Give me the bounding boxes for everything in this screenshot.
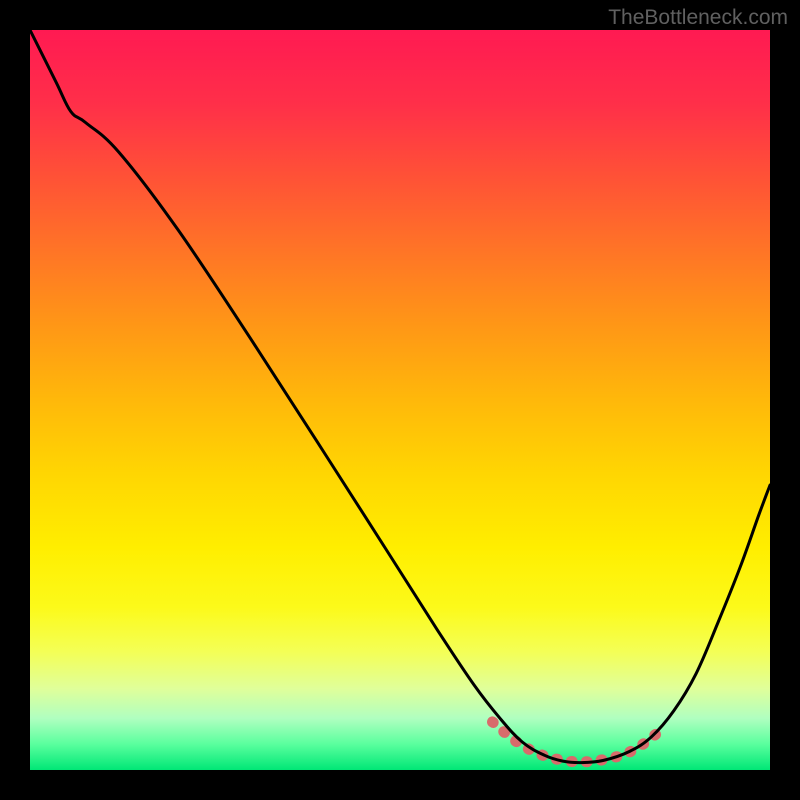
bottleneck-chart <box>30 30 770 770</box>
optimal-range-marker <box>493 722 660 762</box>
bottleneck-curve <box>30 30 770 763</box>
chart-curve-layer <box>30 30 770 770</box>
watermark-text: TheBottleneck.com <box>608 6 788 30</box>
